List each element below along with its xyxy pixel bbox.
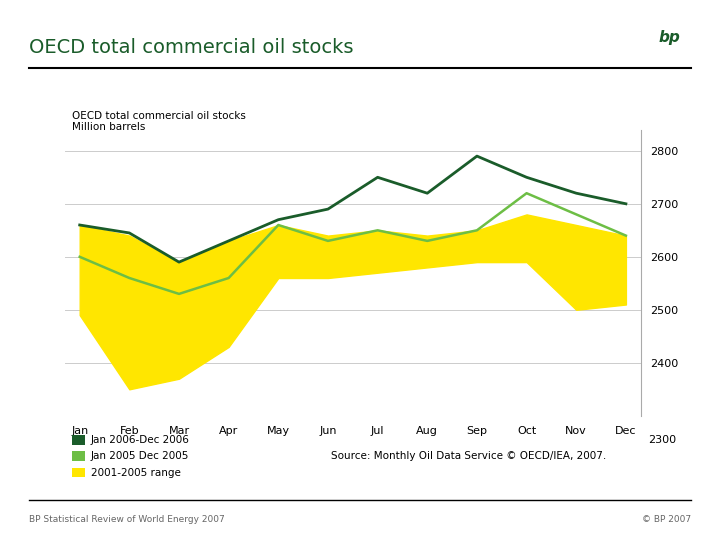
Text: Source: Monthly Oil Data Service © OECD/IEA, 2007.: Source: Monthly Oil Data Service © OECD/… bbox=[331, 451, 606, 461]
Text: OECD total commercial oil stocks
Million barrels: OECD total commercial oil stocks Million… bbox=[72, 111, 246, 132]
Text: OECD total commercial oil stocks: OECD total commercial oil stocks bbox=[29, 38, 354, 57]
Text: 2001-2005 range: 2001-2005 range bbox=[91, 468, 181, 477]
Text: Jan 2005 Dec 2005: Jan 2005 Dec 2005 bbox=[91, 451, 189, 461]
Text: © BP 2007: © BP 2007 bbox=[642, 515, 691, 524]
Text: BP Statistical Review of World Energy 2007: BP Statistical Review of World Energy 20… bbox=[29, 515, 225, 524]
Text: 2300: 2300 bbox=[648, 435, 676, 445]
Text: bp: bp bbox=[659, 30, 680, 45]
Text: Jan 2006-Dec 2006: Jan 2006-Dec 2006 bbox=[91, 435, 189, 445]
